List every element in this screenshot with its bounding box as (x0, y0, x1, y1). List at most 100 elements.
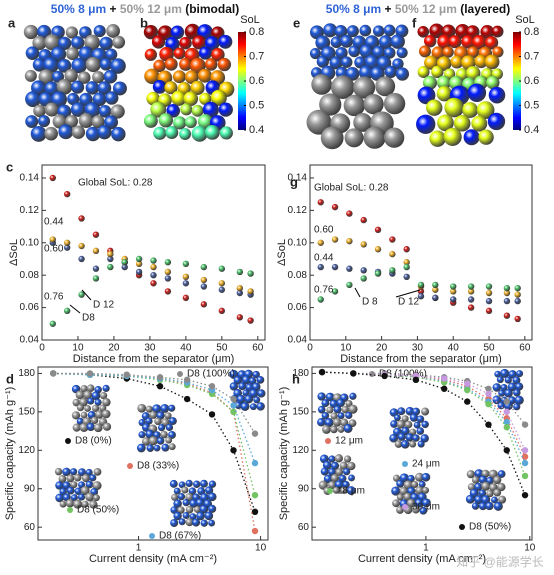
point (514, 284, 521, 292)
sphere (211, 48, 225, 62)
sphere (64, 68, 78, 83)
y-tick-label: 90 (24, 483, 36, 494)
point (86, 370, 94, 377)
sphere (316, 55, 329, 68)
point (360, 267, 367, 274)
sphere (198, 46, 213, 60)
sphere (178, 481, 186, 489)
point (503, 408, 510, 416)
series-label: 0.76 (314, 285, 334, 296)
y-tick-label: 0.14 (20, 173, 40, 184)
colorbar-tick-label: 0.8 (524, 26, 539, 38)
sphere (418, 480, 426, 488)
point (331, 263, 339, 271)
sphere (390, 34, 405, 49)
sphere (392, 474, 401, 482)
sphere (150, 101, 167, 118)
colorbar-title: SoL (515, 14, 535, 26)
point (403, 246, 410, 253)
sphere (178, 518, 186, 526)
annotation: D 12 (398, 297, 420, 308)
x-tick-label: 60 (519, 343, 531, 354)
sphere (515, 382, 524, 391)
sphere (481, 495, 491, 505)
point (150, 280, 157, 287)
sphere (54, 467, 63, 476)
point (230, 447, 237, 454)
sphere (481, 481, 491, 491)
sphere (99, 391, 108, 400)
sphere (99, 36, 114, 51)
sphere (42, 56, 59, 73)
sphere (500, 383, 508, 392)
sphere (326, 406, 334, 414)
sphere (462, 102, 479, 118)
sphere (78, 113, 94, 129)
x-tick-label: 30 (412, 343, 424, 354)
plot-frame (311, 366, 533, 541)
point (63, 244, 71, 251)
annotation: D8 (82, 313, 95, 324)
sphere (44, 126, 58, 141)
sphere (86, 384, 95, 393)
sphere (106, 24, 120, 38)
point (230, 402, 237, 409)
sphere (229, 382, 238, 391)
point (432, 281, 439, 289)
plot-frame (37, 366, 269, 541)
colorbar-tick-label: 0.4 (524, 124, 539, 136)
point (450, 288, 457, 295)
x-axis-label: Distance from the separator (μm) (73, 353, 235, 365)
sphere (323, 474, 333, 484)
sphere (62, 467, 71, 477)
sphere (166, 103, 181, 118)
sphere (173, 47, 186, 60)
sphere (333, 405, 342, 414)
legend-label: 12 μm (335, 436, 363, 447)
y-axis-label: Specific capacity (mAh g⁻¹) (278, 387, 290, 521)
sphere (182, 512, 190, 520)
sphere (102, 422, 112, 431)
sphere (431, 46, 445, 60)
point (317, 239, 324, 246)
sphere (383, 92, 406, 115)
sphere (145, 405, 153, 413)
sphere (336, 398, 345, 408)
sphere (44, 102, 59, 117)
point (485, 297, 493, 305)
sphere (256, 402, 265, 411)
point (121, 259, 128, 266)
point (49, 320, 56, 327)
point (92, 275, 100, 282)
y-tick-label: 90 (298, 483, 310, 494)
legend-label: D8 (67%) (159, 531, 201, 542)
sphere (424, 55, 439, 70)
sphere (391, 486, 401, 496)
sphere (168, 404, 176, 412)
sphere (85, 480, 94, 489)
sphere (151, 35, 166, 49)
sphere (444, 97, 465, 118)
sphere (363, 126, 386, 149)
sphere (334, 454, 343, 463)
point (218, 265, 226, 272)
sphere (461, 35, 475, 49)
sphere (208, 504, 217, 513)
panel-label: d (6, 371, 14, 386)
sphere (143, 25, 159, 40)
y-tick-label: 180 (18, 368, 35, 379)
sphere (171, 493, 179, 501)
x-tick-label: 10 (524, 543, 536, 554)
sphere (173, 116, 187, 130)
sphere (429, 130, 446, 147)
header-part: + (106, 2, 120, 16)
point (450, 283, 457, 290)
sphere (57, 58, 72, 73)
sphere (177, 506, 185, 514)
y-axis-label: ΔSoL (8, 239, 20, 266)
point (164, 275, 172, 282)
sphere (172, 70, 186, 84)
point (218, 307, 226, 315)
sphere (92, 71, 105, 84)
sphere (204, 511, 214, 521)
